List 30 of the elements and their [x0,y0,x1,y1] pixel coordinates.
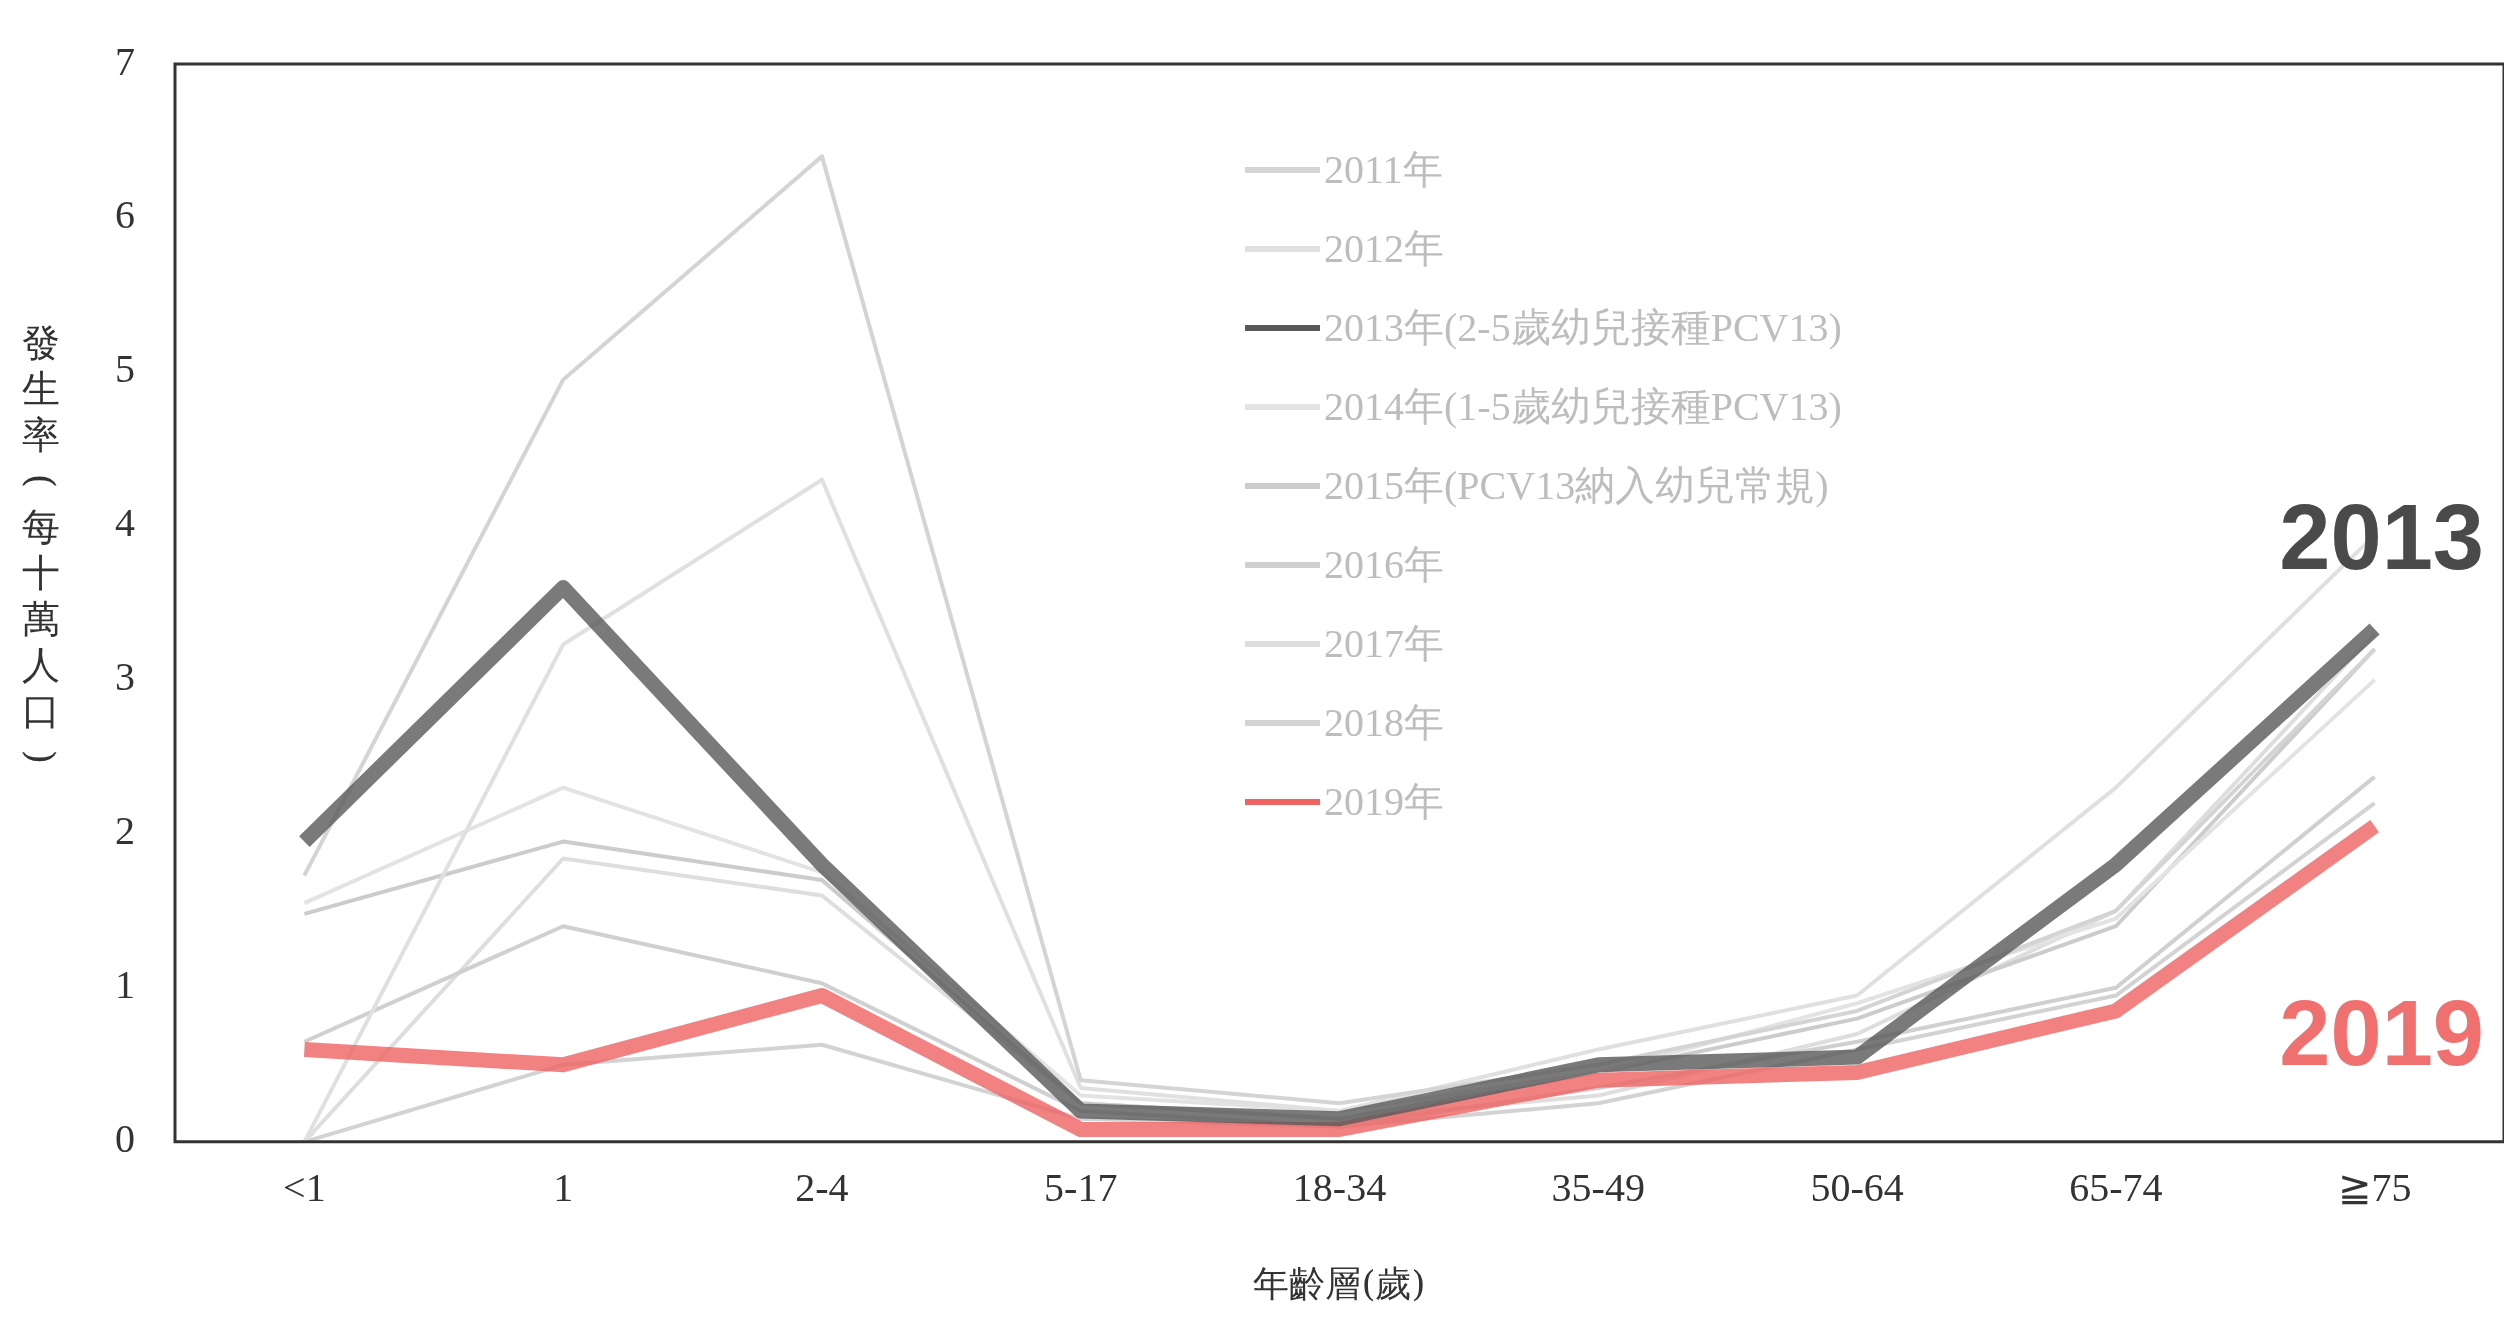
annotation: 2019 [2279,981,2484,1084]
y-tick-label: 3 [115,654,135,700]
legend-label: 2017年 [1324,620,1444,668]
legend-label: 2014年(1-5歲幼兒接種PCV13) [1324,383,1842,431]
x-tick-label: <1 [283,1165,326,1211]
legend-label: 2013年(2-5歲幼兒接種PCV13) [1324,304,1842,352]
x-tick-label: 2-4 [795,1165,849,1211]
x-tick-label: 50-64 [1810,1165,1904,1211]
y-tick-label: 6 [115,192,135,238]
x-axis-title: 年齡層(歲) [1253,1262,1426,1304]
x-tick-label: 1 [553,1165,574,1211]
legend-label: 2015年(PCV13納入幼兒常規) [1324,462,1829,510]
annotation: 2013 [2279,486,2484,588]
y-tick-label: 4 [115,500,135,546]
y-tick-label: 2 [115,808,135,854]
legend-label: 2019年 [1324,778,1444,826]
legend-label: 2012年 [1324,225,1444,273]
x-tick-label: 18-34 [1292,1165,1387,1211]
y-tick-label: 5 [115,346,135,392]
text: 發生率(每十萬人口) [19,321,63,765]
x-tick-label: ≧75 [2337,1165,2412,1211]
y-tick-label: 1 [115,962,135,1008]
legend-label: 2011年 [1324,146,1443,194]
legend-label: 2016年 [1324,541,1444,589]
legend-label: 2018年 [1324,699,1444,747]
y-tick-label: 7 [115,38,135,84]
x-tick-label: 5-17 [1044,1165,1118,1211]
x-tick-label: 35-49 [1551,1165,1645,1211]
x-tick-label: 65-74 [2069,1165,2163,1211]
y-tick-label: 0 [115,1116,135,1162]
